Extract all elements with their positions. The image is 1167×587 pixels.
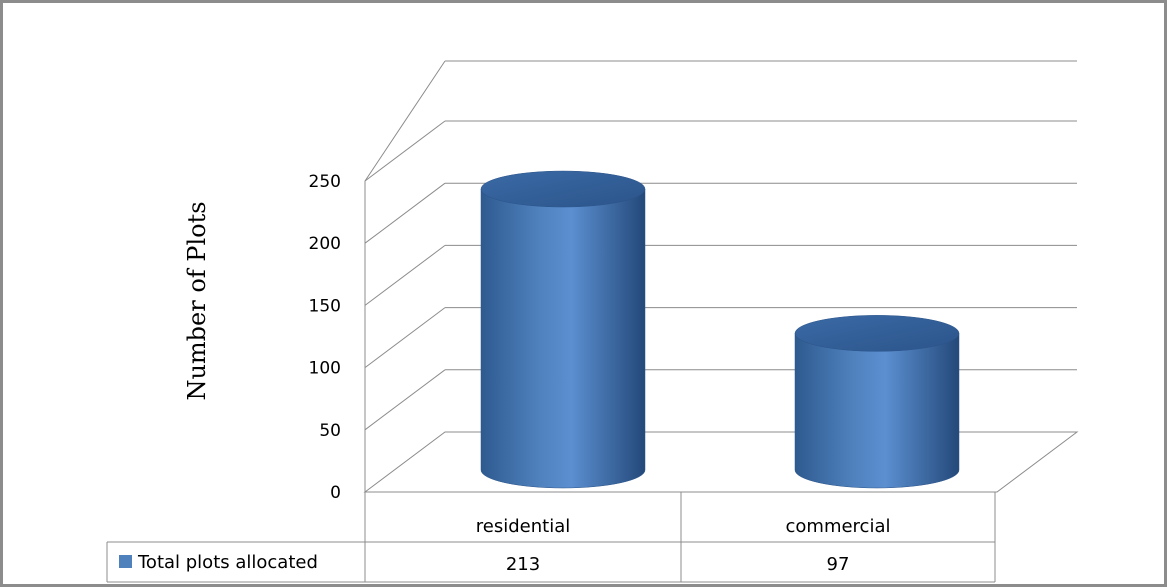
gridline-side [364, 182, 446, 244]
bar-body [480, 188, 646, 489]
gridline-side [364, 307, 446, 369]
y-tick-label: 50 [319, 421, 341, 441]
y-tick-label: 150 [309, 296, 341, 316]
bar-body [794, 333, 960, 489]
y-axis: 0 50 100 150 200 250 [309, 172, 341, 503]
x-category-label: commercial [786, 516, 891, 537]
bars [480, 170, 960, 489]
data-label: 97 [827, 554, 850, 575]
y-tick-label: 250 [309, 172, 341, 192]
gridline-side [364, 369, 446, 431]
y-tick-label: 0 [330, 483, 341, 503]
x-category-label: residential [476, 516, 570, 537]
bar-top [480, 170, 646, 208]
gridline-side [364, 120, 446, 182]
y-axis-label: Number of Plots [183, 201, 211, 400]
legend-swatch [119, 555, 132, 568]
floor [363, 431, 1079, 493]
gridline-side [364, 244, 446, 306]
bar [480, 170, 646, 489]
data-label: 213 [506, 554, 540, 575]
y-tick-label: 200 [309, 234, 341, 254]
y-tick-label: 100 [309, 359, 341, 379]
gridline-side [364, 60, 446, 182]
data-table: residential commercial Total plots allocat… [106, 492, 996, 583]
gridlines [363, 60, 1079, 493]
bar [794, 315, 960, 489]
legend-label: Total plots allocated [137, 552, 318, 573]
bar-top [794, 315, 960, 352]
